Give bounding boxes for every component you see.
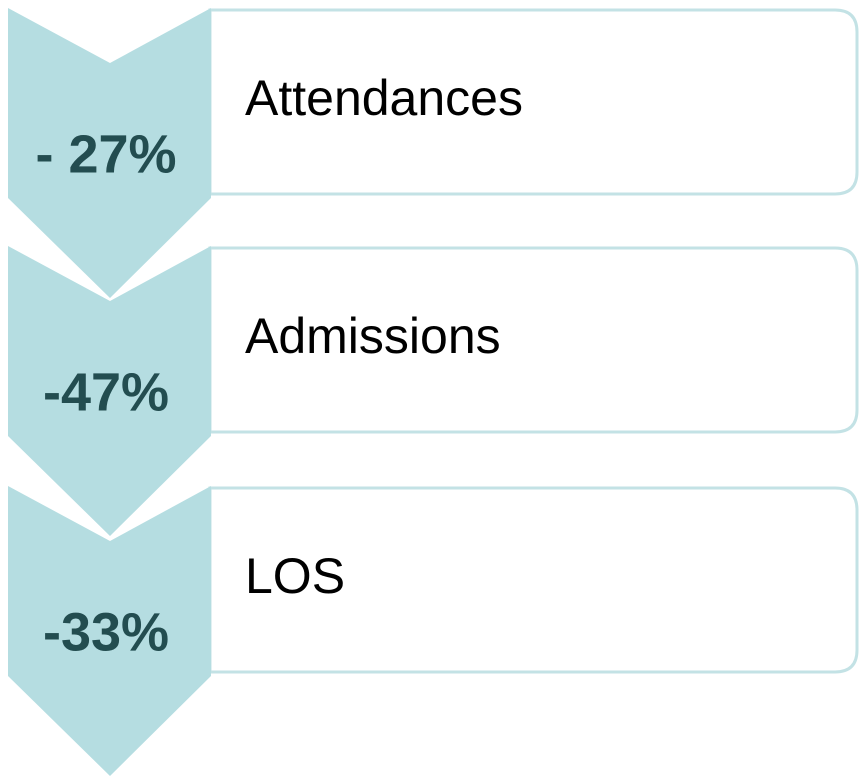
item-label: Admissions	[245, 308, 501, 364]
item-change: -47%	[43, 362, 169, 422]
chevron	[8, 8, 211, 298]
item-change: -33%	[43, 602, 169, 662]
item-label: LOS	[245, 548, 345, 604]
chevron	[8, 246, 211, 536]
item-box	[208, 8, 859, 196]
chevron	[8, 486, 211, 776]
item-label: Attendances	[245, 70, 523, 126]
item-box	[208, 246, 859, 434]
item-change: - 27%	[35, 124, 176, 184]
item-box	[208, 486, 859, 674]
